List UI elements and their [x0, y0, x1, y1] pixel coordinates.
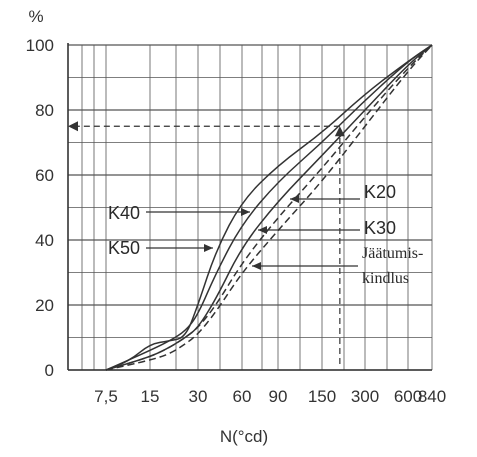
x-tick-label: 15 [141, 387, 160, 406]
y-tick-label: 20 [35, 296, 54, 315]
y-tick-label: 80 [35, 101, 54, 120]
curve-label-k50: K50 [108, 238, 140, 258]
x-tick-label: 90 [269, 387, 288, 406]
y-tick-label: 0 [45, 361, 54, 380]
curves [105, 44, 433, 371]
k30-arrow [258, 226, 267, 234]
curve-label-k20: K20 [364, 182, 396, 202]
k40-arrow [241, 208, 250, 216]
x-tick-label: 300 [351, 387, 379, 406]
k50-arrow [204, 244, 213, 252]
reference-arrow-up [334, 126, 345, 137]
curve-label-k40: K40 [108, 203, 140, 223]
reference-lines [68, 121, 345, 364]
curve-label-j-tumis-: Jäätumis- [362, 245, 423, 262]
x-tick-label: 60 [233, 387, 252, 406]
series-line-k40 [105, 44, 433, 371]
series-line-j-tumis-kindlus [105, 44, 433, 371]
x-tick-label: 150 [308, 387, 336, 406]
jaatumis-arrow [252, 262, 261, 270]
k20-arrow [290, 195, 299, 203]
y-tick-label: 40 [35, 231, 54, 250]
curve-label-kindlus: kindlus [362, 270, 409, 287]
axes [67, 43, 432, 371]
reference-arrow-left [68, 121, 78, 132]
y-axis-title: % [28, 7, 43, 26]
curve-labels: K40 K50 K20 K30 Jäätumis-kindlus [108, 182, 423, 287]
x-axis-title: N(°cd) [220, 427, 268, 446]
x-tick-label: 600 [394, 387, 422, 406]
series-line-k20 [105, 44, 433, 371]
series-line-k50 [105, 44, 433, 371]
x-tick-label: 30 [189, 387, 208, 406]
x-tick-label: 7,5 [94, 387, 118, 406]
x-tick-label: 840 [418, 387, 446, 406]
y-tick-label: 100 [26, 36, 54, 55]
y-tick-label: 60 [35, 166, 54, 185]
curve-label-k30: K30 [364, 218, 396, 238]
